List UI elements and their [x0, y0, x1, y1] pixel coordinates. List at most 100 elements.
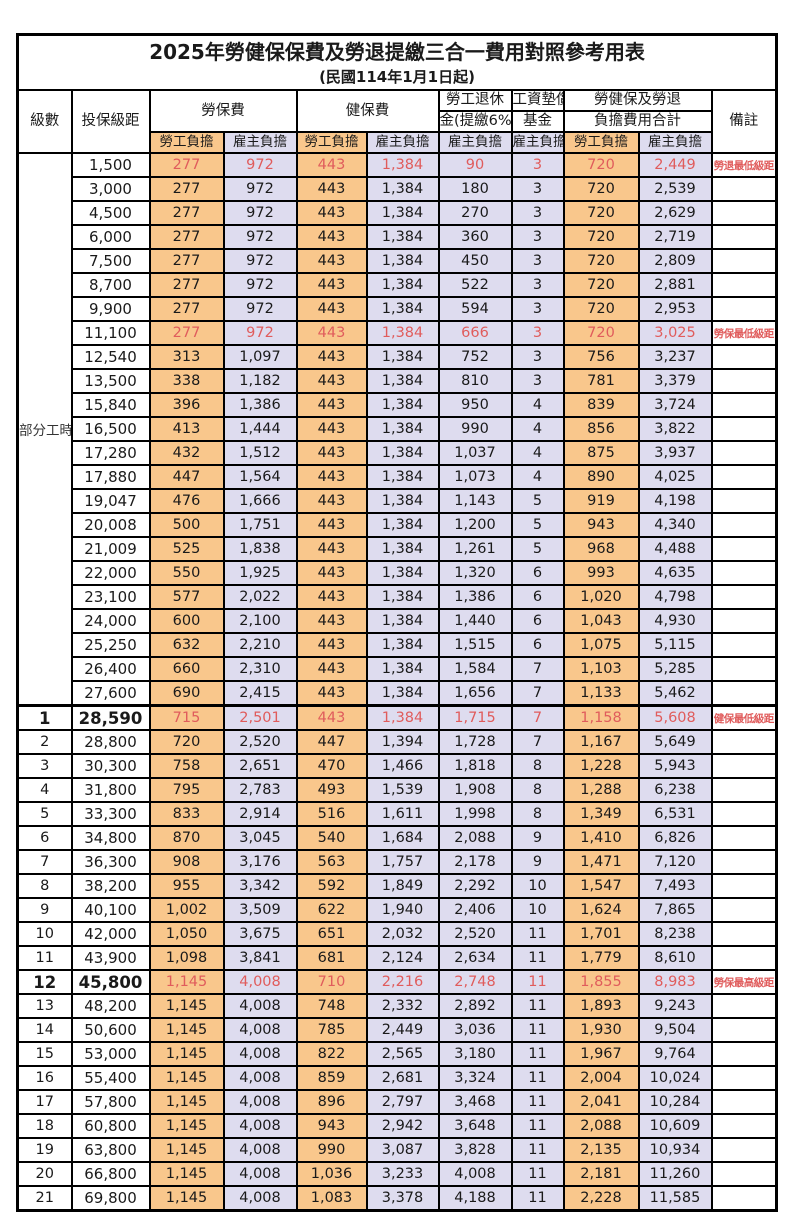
labor-employee-cell: 413: [148, 416, 225, 442]
labor-employer-cell: 2,210: [222, 632, 298, 658]
health-employee-cell: 443: [295, 536, 368, 562]
table-row: 1 28,590 715 2,501 443 1,384 1,715 7 1,158 5,608 健…: [16, 704, 778, 731]
pension-employer-cell: 2,292: [437, 873, 513, 899]
total-employee-cell: 720: [562, 296, 640, 322]
remark-cell: [710, 392, 778, 418]
labor-employee-cell: 632: [148, 632, 225, 658]
pension-employer-cell: 360: [437, 224, 513, 250]
total-employee-cell: 890: [562, 464, 640, 490]
wage-fund-employer-cell: 5: [510, 488, 565, 514]
labor-employer-cell: 4,008: [222, 1089, 298, 1115]
total-employee-cell: 1,158: [562, 704, 640, 731]
bracket-cell: 1,500: [70, 152, 151, 178]
labor-employee-cell: 955: [148, 873, 225, 899]
labor-employee-cell: 833: [148, 801, 225, 827]
header-row-1: 級數 投保級距 勞保費 健保費 勞工退休 工資墊償 勞健保及勞退 備註: [16, 89, 778, 154]
remark-cell: [710, 584, 778, 610]
bracket-cell: 63,800: [70, 1137, 151, 1163]
health-employer-cell: 1,384: [365, 344, 440, 370]
labor-employer-cell: 2,310: [222, 656, 298, 682]
table-row: 12,540 313 1,097 443 1,384 752 3 756 3,237: [18, 344, 778, 370]
labor-employee-cell: 1,145: [148, 1185, 225, 1212]
labor-employer-cell: 4,008: [222, 1113, 298, 1139]
labor-employee-cell: 277: [148, 248, 225, 274]
pension-employer-cell: 3,468: [437, 1089, 513, 1115]
labor-employee-cell: 1,145: [148, 969, 225, 995]
health-employer-cell: 1,384: [365, 392, 440, 418]
health-employee-cell: 1,036: [295, 1161, 368, 1187]
total-employer-cell: 9,243: [637, 993, 713, 1019]
health-employer-cell: 1,384: [365, 296, 440, 322]
wage-fund-employer-cell: 11: [510, 1089, 565, 1115]
health-employee-cell: 443: [295, 680, 368, 707]
labor-employer-cell: 3,045: [222, 825, 298, 851]
total-employer-cell: 5,462: [637, 680, 713, 707]
remark-cell: [710, 512, 778, 538]
labor-employee-cell: 795: [148, 777, 225, 803]
total-employer-cell: 6,826: [637, 825, 713, 851]
bracket-cell: 8,700: [70, 272, 151, 298]
total-employer-cell: 4,340: [637, 512, 713, 538]
pension-employer-cell: 4,008: [437, 1161, 513, 1187]
remark-cell: [710, 897, 778, 923]
total-employer-cell: 2,629: [637, 200, 713, 226]
total-employer-cell: 11,260: [637, 1161, 713, 1187]
level-cell: 8: [16, 873, 73, 899]
total-employer-cell: 8,238: [637, 921, 713, 947]
pension-employer-cell: 2,634: [437, 945, 513, 971]
labor-employee-cell: 525: [148, 536, 225, 562]
total-employee-cell: 1,043: [562, 608, 640, 634]
bracket-cell: 21,009: [70, 536, 151, 562]
health-employer-cell: 1,384: [365, 368, 440, 394]
health-employee-cell: 443: [295, 296, 368, 322]
health-employee-cell: 710: [295, 969, 368, 995]
labor-employee-cell: 908: [148, 849, 225, 875]
total-employer-cell: 7,493: [637, 873, 713, 899]
wage-fund-employer-cell: 11: [510, 1113, 565, 1139]
labor-employee-cell: 476: [148, 488, 225, 514]
total-employee-cell: 1,893: [562, 993, 640, 1019]
remark-cell: [710, 272, 778, 298]
total-employee-cell: 1,701: [562, 921, 640, 947]
health-employee-cell: 443: [295, 584, 368, 610]
table-row: 15 53,000 1,145 4,008 822 2,565 3,180 11 1,967 9,…: [16, 1041, 778, 1067]
health-employer-cell: 1,384: [365, 464, 440, 490]
remark-cell: 勞退最低級距: [710, 152, 778, 178]
labor-employer-cell: 4,008: [222, 1137, 298, 1163]
remark-cell: [710, 632, 778, 658]
wage-fund-employer-cell: 11: [510, 1017, 565, 1043]
health-employee-cell: 622: [295, 897, 368, 923]
labor-employee-cell: 1,145: [148, 1065, 225, 1091]
health-employer-cell: 3,378: [365, 1185, 440, 1212]
remark-cell: [710, 488, 778, 514]
wage-fund-employer-cell: 6: [510, 608, 565, 634]
remark-cell: 勞保最高級距: [710, 969, 778, 995]
total-employer-cell: 8,983: [637, 969, 713, 995]
labor-employer-cell: 1,512: [222, 440, 298, 466]
remark-cell: [710, 536, 778, 562]
total-employee-cell: 720: [562, 272, 640, 298]
health-employer-cell: 1,384: [365, 440, 440, 466]
table-row: 25,250 632 2,210 443 1,384 1,515 6 1,075 5,115: [18, 632, 778, 658]
health-employer-cell: 1,849: [365, 873, 440, 899]
total-employee-cell: 1,167: [562, 729, 640, 755]
page-title: 2025年勞健保保費及勞退提繳三合一費用對照參考用表: [149, 40, 645, 64]
subheader-pension-employer: 雇主負擔: [437, 131, 513, 154]
total-employer-cell: 2,539: [637, 176, 713, 202]
wage-fund-employer-cell: 3: [510, 344, 565, 370]
col-header-level: 級數: [16, 89, 73, 154]
total-employee-cell: 2,041: [562, 1089, 640, 1115]
labor-employee-cell: 1,050: [148, 921, 225, 947]
health-employer-cell: 1,394: [365, 729, 440, 755]
remark-cell: [710, 945, 778, 971]
bracket-cell: 36,300: [70, 849, 151, 875]
pension-employer-cell: 1,073: [437, 464, 513, 490]
wage-fund-employer-cell: 3: [510, 368, 565, 394]
labor-employee-cell: 715: [148, 704, 225, 731]
col-header-remark: 備註: [710, 89, 778, 154]
pension-employer-cell: 950: [437, 392, 513, 418]
wage-fund-employer-cell: 3: [510, 200, 565, 226]
bracket-cell: 7,500: [70, 248, 151, 274]
health-employer-cell: 1,384: [365, 176, 440, 202]
pension-employer-cell: 1,728: [437, 729, 513, 755]
